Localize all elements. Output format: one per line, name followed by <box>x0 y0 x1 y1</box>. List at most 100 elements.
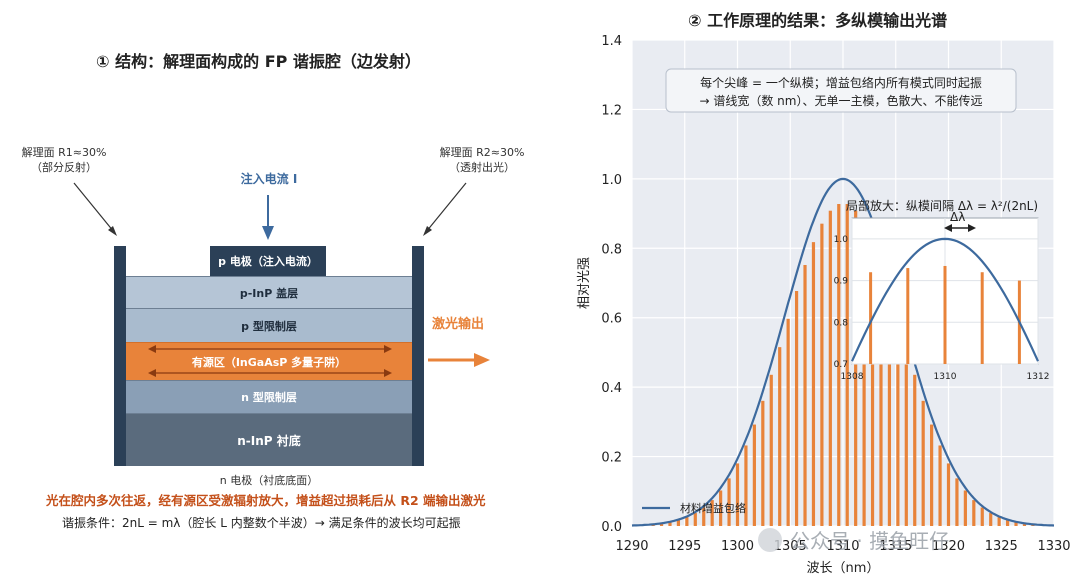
facet-left-label-line2: （部分反射） <box>31 161 97 174</box>
inset-mode-bar <box>869 272 873 364</box>
current-arrow-head <box>262 226 274 240</box>
mode-bar <box>735 463 740 526</box>
annotation-box <box>665 68 1017 113</box>
x-tick-label: 1320 <box>932 539 965 554</box>
wechat-logo-icon <box>758 528 782 552</box>
mode-bar <box>989 513 993 526</box>
mode-bar <box>887 291 892 526</box>
gain-envelope-line <box>631 177 1055 527</box>
mode-bar <box>786 318 790 526</box>
x-tick-label: 1310 <box>826 539 859 554</box>
mode-bar <box>955 478 959 526</box>
mode-bar <box>938 445 942 526</box>
inset-y-tick-label: 0.7 <box>834 360 848 370</box>
mode-bar <box>904 347 908 526</box>
mode-bar <box>693 513 697 526</box>
inset-mode-bar <box>980 272 984 364</box>
legend-label: 材料增益包络 <box>680 501 746 515</box>
inset-mode-bar <box>906 268 910 364</box>
mode-bar <box>896 318 900 526</box>
facet-right-label-line2: （透射出光） <box>449 161 515 174</box>
mode-bar <box>862 223 866 526</box>
current-label: 注入电流 I <box>240 172 298 186</box>
output-label: 激光输出 <box>432 317 485 332</box>
mode-bar <box>811 242 816 526</box>
mode-bar <box>972 500 976 526</box>
inset-x-tick-label: 1312 <box>1027 372 1050 382</box>
inset-y-tick-label: 1.0 <box>834 235 849 245</box>
y-tick-label: 1.0 <box>601 173 622 188</box>
x-tick-label: 1315 <box>879 539 912 554</box>
mode-bar <box>870 242 875 526</box>
mode-bar <box>963 490 967 526</box>
note-resonance: 谐振条件：2nL = mλ（腔长 L 内整数个半波）→ 满足条件的波长均可起振 <box>62 516 461 530</box>
right-panel-title: ② 工作原理的结果：多纵模输出光谱 <box>688 11 948 30</box>
inset-x-tick-label: 1310 <box>934 372 957 382</box>
layer-p-cap: p-InP 盖层 <box>126 276 412 308</box>
layer-n-confinement: n 型限制层 <box>126 380 412 413</box>
mode-bar <box>769 374 773 526</box>
mode-bar <box>1005 520 1010 526</box>
y-tick-label: 0.4 <box>601 381 622 396</box>
x-tick-labels: 1290 1295 1300 1305 1310 1315 1320 1325 1330 <box>615 539 1070 554</box>
inset-mode-bar <box>943 265 947 364</box>
inset-delta-label: Δλ <box>950 210 965 224</box>
facet-left <box>114 246 126 466</box>
mode-bar <box>997 517 1001 526</box>
y-tick-label: 0.0 <box>601 520 622 535</box>
mode-bar <box>879 264 883 526</box>
x-tick-label: 1330 <box>1037 539 1070 554</box>
inset-envelope-line <box>850 237 1040 362</box>
mode-bar <box>845 204 849 526</box>
layer-p-confinement: p 型限制层 <box>126 308 412 342</box>
mode-bar <box>1022 523 1027 526</box>
x-axis-label: 波长（nm） <box>807 561 880 576</box>
mode-bars <box>651 204 1035 526</box>
mode-bar <box>685 517 689 526</box>
mode-bar <box>794 291 799 526</box>
roundtrip-arrow-bottom-head-left <box>148 369 156 377</box>
mode-bar <box>761 400 765 526</box>
roundtrip-arrow-top-head-right <box>384 345 392 353</box>
mode-bar <box>778 347 782 526</box>
mode-bar <box>676 520 681 526</box>
inset-delta-head-left <box>944 224 952 232</box>
x-tick-label: 1300 <box>721 539 754 554</box>
x-tick-label: 1295 <box>668 539 701 554</box>
inset-x-tick-label: 1308 <box>841 372 864 382</box>
roundtrip-arrow-bottom-head-right <box>384 369 392 377</box>
facet-right-label-line1: 解理面 R2≈30% <box>439 146 525 159</box>
note-roundtrip: 光在腔内多次往返，经有源区受激辐射放大，增益超过损耗后从 R2 端输出激光 <box>46 493 486 508</box>
facet-right-label: 解理面 R2≈30% （透射出光） <box>412 145 552 175</box>
mode-bar <box>946 463 951 526</box>
facet-left-label: 解理面 R1≈30% （部分反射） <box>8 145 120 175</box>
roundtrip-arrow-top-head-left <box>148 345 156 353</box>
y-tick-label: 0.6 <box>601 312 622 327</box>
mode-bar <box>744 445 748 526</box>
mode-bar <box>854 210 858 526</box>
mode-bar <box>1014 522 1018 526</box>
mode-bar <box>913 374 917 526</box>
mode-bar <box>921 400 925 526</box>
mode-bar <box>727 478 731 526</box>
n-electrode-label: n 电极（衬底底面） <box>219 474 319 487</box>
mode-bar <box>702 507 706 526</box>
inset-y-tick-label: 0.9 <box>834 277 849 287</box>
cavity-roundtrip-arrows <box>148 345 392 377</box>
left-panel-title: ① 结构：解理面构成的 FP 谐振腔（边发射） <box>96 52 421 71</box>
inset-y-tick-label: 0.8 <box>834 318 849 328</box>
p-electrode: p 电极（注入电流） <box>210 246 326 276</box>
mode-bar <box>659 523 664 526</box>
inset-title: 局部放大：纵模间隔 Δλ = λ²/(2nL) <box>846 198 1038 213</box>
mode-bar <box>930 424 934 526</box>
mode-bar <box>837 204 841 526</box>
x-tick-label: 1305 <box>774 539 807 554</box>
output-arrow-head <box>474 353 490 367</box>
y-tick-labels: 0.0 0.2 0.4 0.6 0.8 1.0 1.2 1.4 <box>601 34 622 535</box>
layer-active-region: 有源区（InGaAsP 多量子阱） <box>126 342 412 380</box>
y-tick-label: 1.2 <box>601 103 622 118</box>
mode-bar <box>710 500 714 526</box>
spectrum-chart: 1290 1295 1300 1305 1310 1315 1320 1325 1330 0.0… <box>577 34 1071 576</box>
facet-left-label-line1: 解理面 R1≈30% <box>21 146 107 159</box>
facet-left-pointer <box>73 182 115 233</box>
